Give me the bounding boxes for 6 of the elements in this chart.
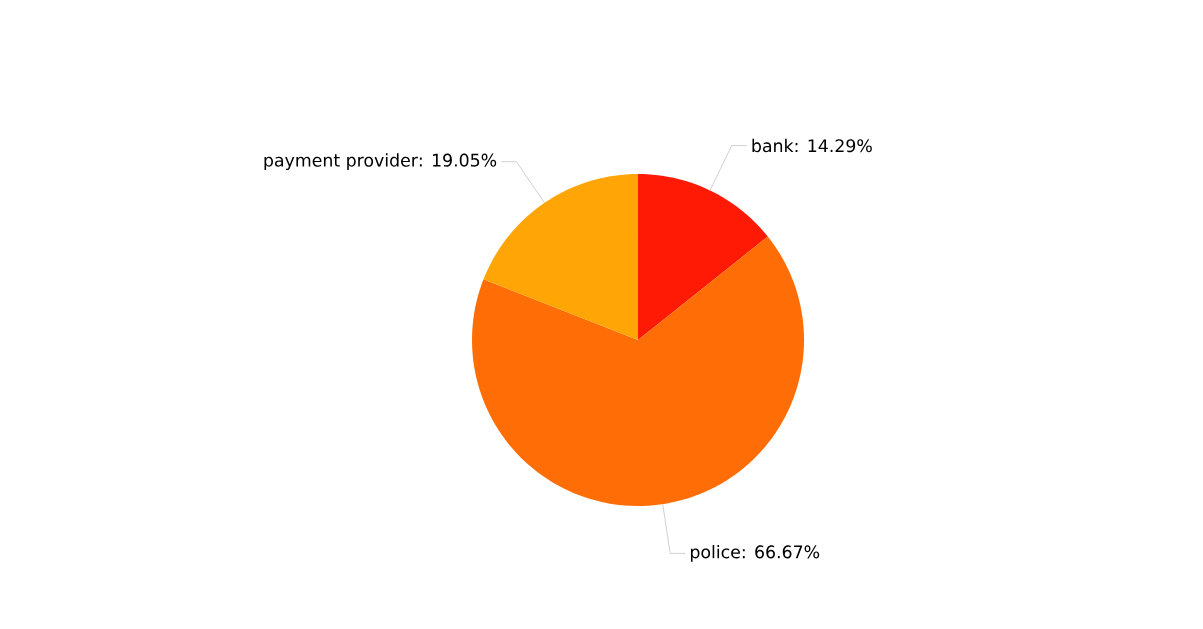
data-label: : 66.67% bbox=[742, 545, 820, 559]
slice-label: police bbox=[690, 545, 740, 562]
slice-label: payment provider bbox=[264, 153, 418, 171]
data-label: : 14.29% bbox=[795, 139, 872, 153]
slice-label: bank bbox=[752, 138, 794, 153]
data-label: : 19.05% bbox=[419, 153, 497, 167]
